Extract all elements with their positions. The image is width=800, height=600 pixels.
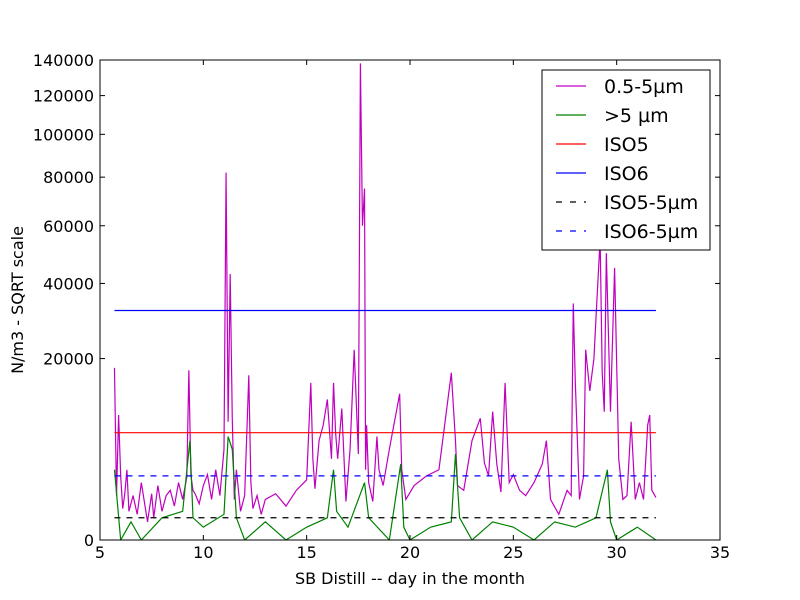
y-axis-label: N/m3 - SQRT scale [8, 226, 27, 374]
x-tick-label: 15 [296, 543, 316, 562]
x-tick-label: 10 [193, 543, 213, 562]
y-tick-label: 120000 [33, 87, 94, 106]
y-tick-label: 60000 [43, 217, 94, 236]
series-line-0-5-5-m [113, 63, 657, 522]
legend-label-iso5: ISO5 [604, 134, 649, 156]
legend-label-iso6: ISO6 [604, 163, 649, 185]
x-axis-label: SB Distill -- day in the month [295, 569, 525, 588]
series-layer [113, 63, 657, 540]
legend: 0.5-5µm >5 µm ISO5 ISO6 ISO5-5µm ISO6-5µm [541, 69, 711, 251]
y-tick-label: 80000 [43, 168, 94, 187]
legend-entries: 0.5-5µm >5 µm ISO5 ISO6 ISO5-5µm ISO6-5µm [556, 76, 698, 243]
x-tick-label: 20 [400, 543, 420, 562]
legend-box [541, 69, 711, 251]
legend-label-iso5-5-m: ISO5-5µm [604, 192, 698, 214]
legend-label-0-5-5-m: 0.5-5µm [604, 76, 684, 98]
x-tick-label: 30 [606, 543, 626, 562]
x-tick-label: 5 [95, 543, 105, 562]
x-tick-label: 25 [503, 543, 523, 562]
legend-label-iso6-5-m: ISO6-5µm [604, 221, 698, 243]
legend-label-5-m: >5 µm [604, 105, 669, 127]
series-line-5-m [113, 436, 657, 540]
y-tick-label: 0 [84, 531, 94, 550]
y-tick-label: 40000 [43, 274, 94, 293]
y-tick-label: 140000 [33, 51, 94, 70]
y-tick-label: 20000 [43, 350, 94, 369]
y-tick-label: 100000 [33, 125, 94, 144]
x-tick-label: 35 [710, 543, 730, 562]
ticks-layer: 5 10 15 20 25 30 35 0 20000 40000 60000 80000 100000… [33, 51, 730, 562]
